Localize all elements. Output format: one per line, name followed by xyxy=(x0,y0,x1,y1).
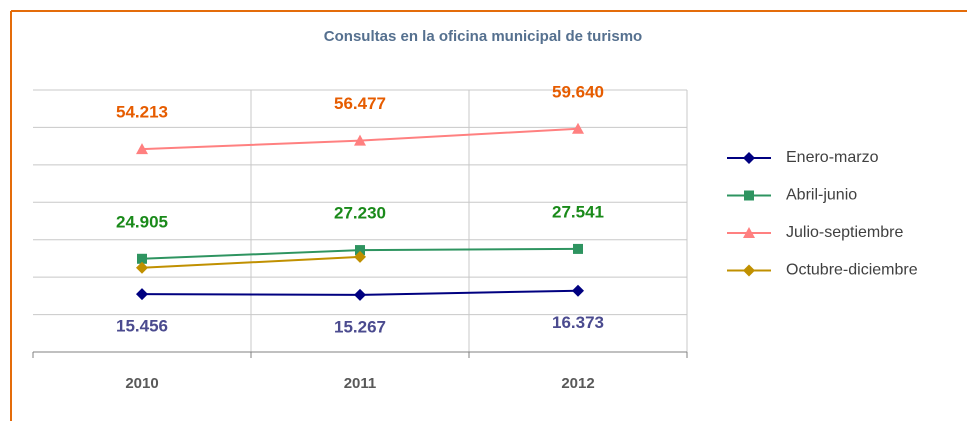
data-label: 54.213 xyxy=(116,103,168,122)
marker xyxy=(137,253,147,264)
data-label: 56.477 xyxy=(334,94,386,113)
legend-label: Enero-marzo xyxy=(786,149,879,166)
marker xyxy=(572,122,584,134)
x-tick-label: 2012 xyxy=(561,375,594,392)
legend-marker xyxy=(743,152,755,164)
marker xyxy=(354,134,366,146)
data-label: 27.230 xyxy=(334,204,386,223)
marker xyxy=(136,143,148,155)
data-label: 16.373 xyxy=(552,313,604,332)
data-label: 15.456 xyxy=(116,317,168,336)
legend-marker xyxy=(743,227,755,238)
marker xyxy=(136,288,148,301)
legend-label: Abril-junio xyxy=(786,187,857,204)
chart-title: Consultas en la oficina municipal de tur… xyxy=(324,28,642,45)
marker xyxy=(573,243,583,254)
x-tick-label: 2011 xyxy=(344,375,377,392)
legend-label: Octubre-diciembre xyxy=(786,262,918,279)
legend-marker xyxy=(743,264,755,277)
marker xyxy=(572,284,584,297)
data-label: 15.267 xyxy=(334,317,386,336)
legend-marker xyxy=(744,190,754,201)
data-label: 27.541 xyxy=(552,202,604,221)
marker xyxy=(355,245,365,256)
x-tick-label: 2010 xyxy=(125,375,158,392)
marker xyxy=(354,288,366,301)
legend-label: Julio-septiembre xyxy=(786,224,903,241)
marker xyxy=(354,250,366,263)
data-label: 24.905 xyxy=(116,212,168,231)
data-label: 59.640 xyxy=(552,82,604,101)
series-line xyxy=(141,255,361,269)
marker xyxy=(136,261,148,274)
